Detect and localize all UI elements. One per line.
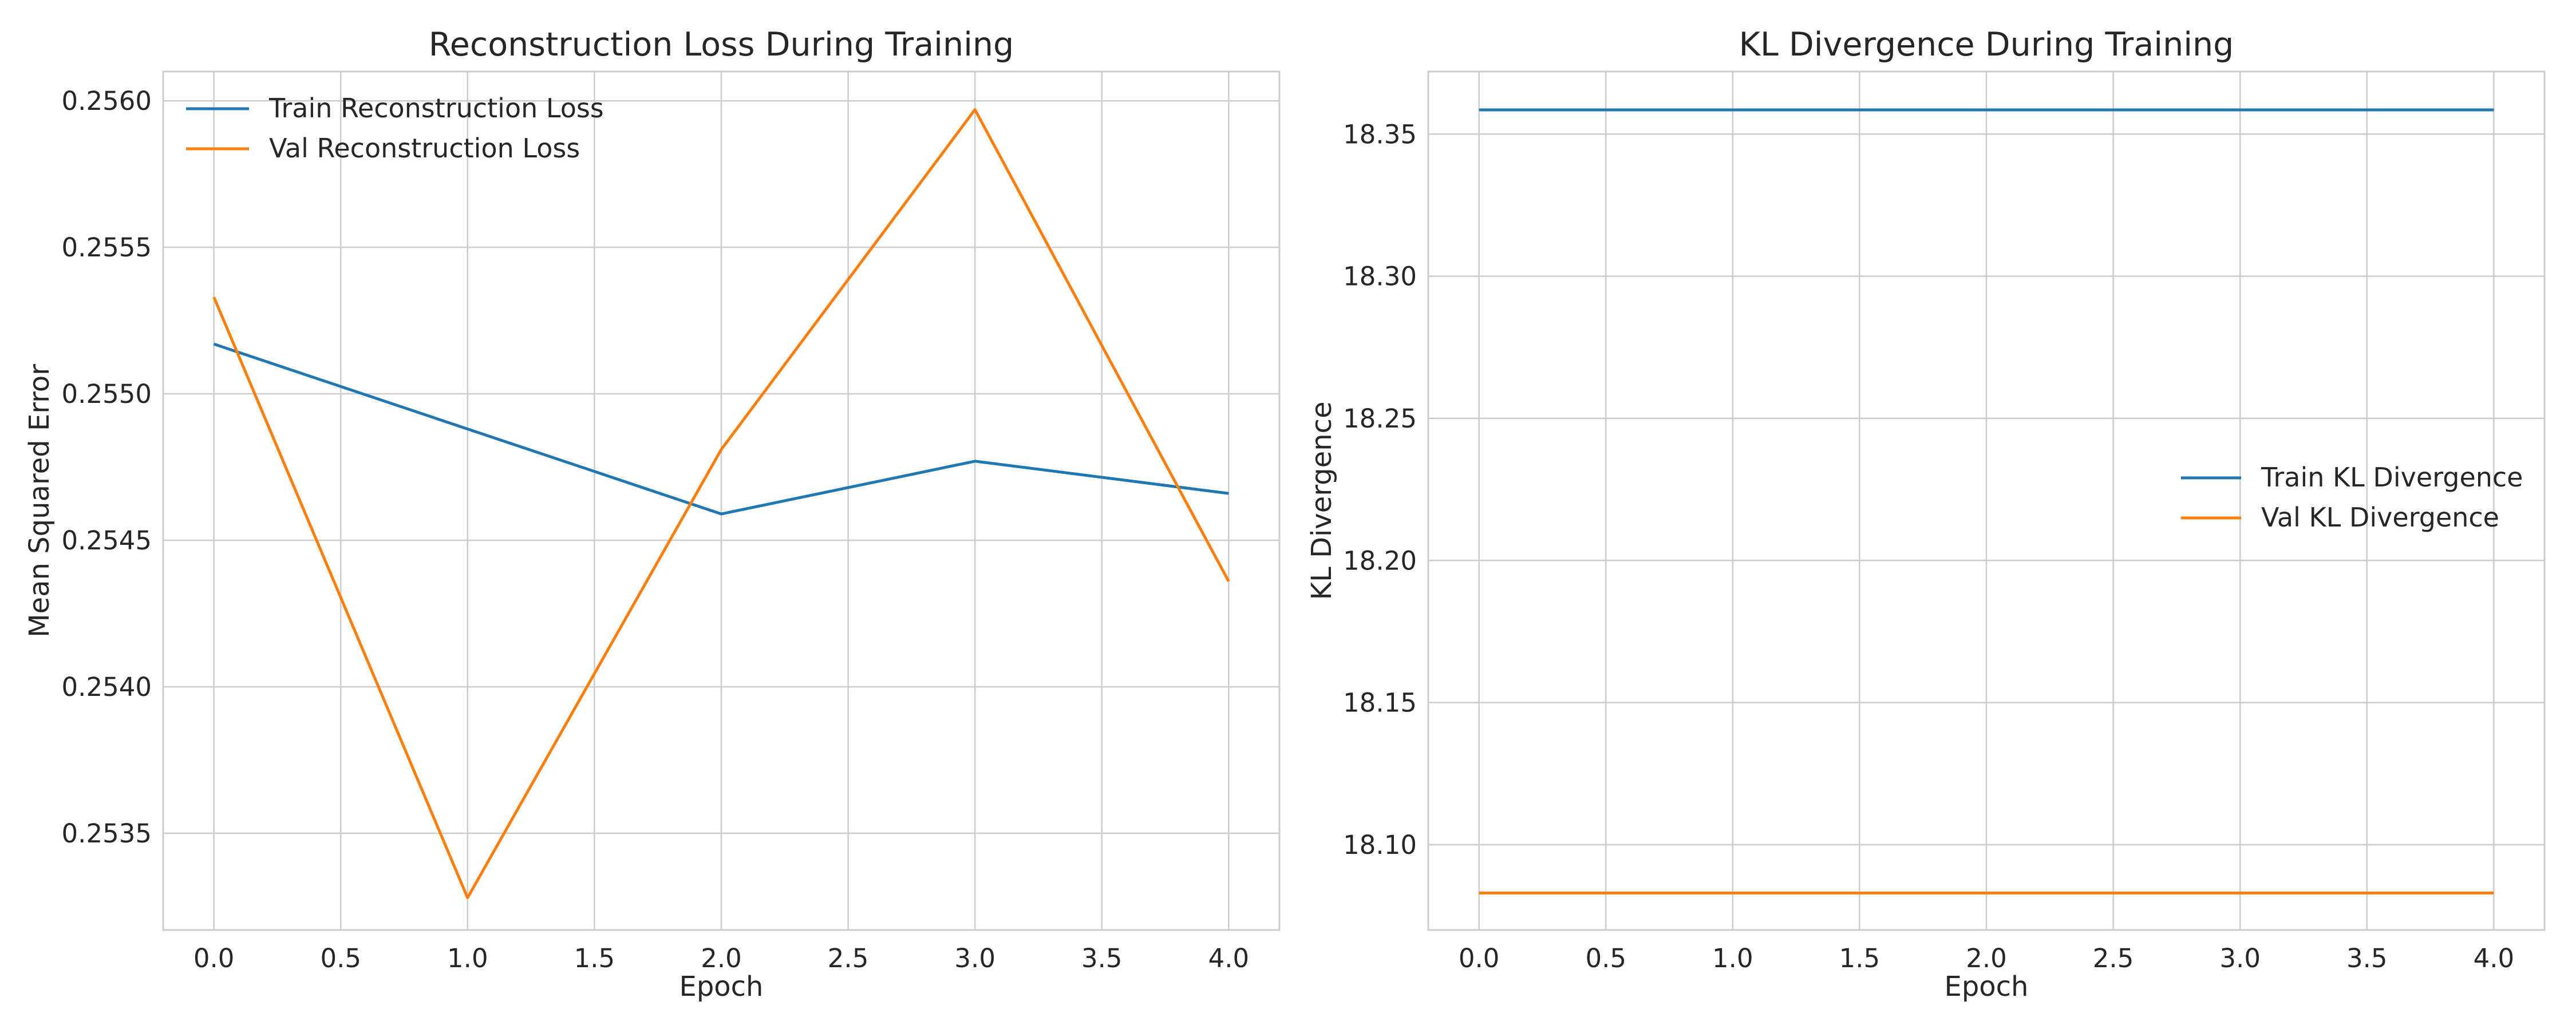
x-tick-label: 3.5 — [1081, 943, 1123, 973]
y-tick-label: 0.2560 — [62, 86, 152, 116]
kl-divergence-panel: KL Divergence During Training 0.0 0.5 1.0 1… — [1306, 26, 2546, 1003]
legend-entry: Val KL Divergence — [2181, 502, 2499, 533]
plot-frame — [162, 70, 1281, 931]
legend-label: Val KL Divergence — [2261, 502, 2499, 533]
y-tick-label: 18.35 — [1343, 119, 1417, 149]
y-axis-label: KL Divergence — [1306, 402, 1338, 600]
x-tick-label: 1.0 — [1712, 943, 1753, 973]
y-tick-label: 18.10 — [1343, 830, 1417, 860]
x-tick-label: 3.0 — [954, 943, 995, 973]
y-tick-label: 18.20 — [1343, 545, 1417, 576]
x-tick-label: 4.0 — [2474, 943, 2515, 973]
y-tick-label: 18.30 — [1343, 262, 1417, 292]
series-line-1 — [212, 108, 1230, 900]
legend-label: Train Reconstruction Loss — [268, 93, 604, 124]
legend-entry: Val Reconstruction Loss — [186, 133, 580, 164]
y-tick-label: 0.2555 — [62, 232, 152, 263]
series-line-0 — [213, 342, 1229, 516]
x-tick-label: 1.0 — [447, 943, 488, 973]
y-tick-label: 18.15 — [1343, 688, 1417, 718]
y-tick-label: 0.2535 — [62, 818, 152, 849]
x-axis-label: Epoch — [679, 971, 764, 1003]
chart-title: Reconstruction Loss During Training — [429, 26, 1014, 64]
x-tick-labels: 0.0 0.5 1.0 1.5 2.0 2.5 3.0 3.5 4.0 — [193, 943, 1249, 973]
y-tick-label: 18.25 — [1343, 403, 1417, 434]
y-tick-label: 0.2540 — [62, 672, 152, 702]
legend-entry: Train Reconstruction Loss — [186, 93, 604, 124]
x-tick-label: 3.0 — [2219, 943, 2261, 973]
legend-label: Val Reconstruction Loss — [269, 133, 580, 164]
x-tick-labels: 0.0 0.5 1.0 1.5 2.0 2.5 3.0 3.5 4.0 — [1459, 943, 2514, 973]
y-tick-labels: 18.10 18.15 18.20 18.25 18.30 18.35 — [1343, 119, 1417, 860]
x-tick-label: 0.0 — [193, 943, 235, 973]
x-tick-label: 4.0 — [1208, 943, 1250, 973]
chart-title: KL Divergence During Training — [1739, 26, 2234, 64]
x-axis-label: Epoch — [1945, 971, 2029, 1003]
y-tick-label: 0.2550 — [62, 379, 152, 409]
x-tick-label: 2.5 — [2093, 943, 2134, 973]
legend-label: Train KL Divergence — [2261, 462, 2523, 493]
series-lines — [212, 108, 1230, 900]
x-tick-label: 0.5 — [320, 943, 361, 973]
x-tick-label: 2.0 — [1966, 943, 2007, 973]
gridlines — [163, 72, 1279, 930]
x-tick-label: 2.5 — [828, 943, 869, 973]
x-tick-label: 0.5 — [1585, 943, 1626, 973]
plot-frame — [1427, 70, 2546, 931]
y-tick-label: 0.2545 — [62, 525, 152, 556]
x-tick-label: 0.0 — [1459, 943, 1500, 973]
gridlines — [1428, 72, 2545, 930]
legend: Train Reconstruction Loss Val Reconstruc… — [186, 93, 604, 164]
x-tick-label: 3.5 — [2346, 943, 2388, 973]
legend-entry: Train KL Divergence — [2181, 462, 2523, 493]
series-lines — [1479, 108, 2494, 895]
x-tick-label: 2.0 — [701, 943, 742, 973]
x-tick-label: 1.5 — [574, 943, 615, 973]
legend: Train KL Divergence Val KL Divergence — [2181, 462, 2523, 533]
y-tick-labels: 0.2535 0.2540 0.2545 0.2550 0.2555 0.2560 — [62, 86, 152, 849]
x-tick-label: 1.5 — [1839, 943, 1880, 973]
y-axis-label: Mean Squared Error — [23, 364, 56, 638]
reconstruction-loss-panel: Reconstruction Loss During Training 0.0 0… — [23, 26, 1281, 1003]
